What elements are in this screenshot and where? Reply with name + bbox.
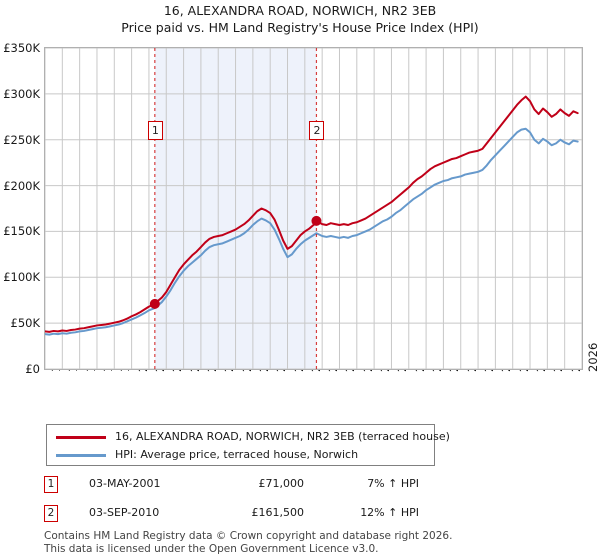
legend-swatch-hpi bbox=[56, 454, 106, 457]
y-axis-tick-label: £250K bbox=[3, 132, 40, 147]
footer-attribution: Contains HM Land Registry data © Crown c… bbox=[44, 530, 584, 555]
legend-label-property: 16, ALEXANDRA ROAD, NORWICH, NR2 3EB (te… bbox=[115, 430, 450, 443]
chart-annotation-2: 2 bbox=[309, 121, 325, 140]
plot-area bbox=[44, 47, 583, 370]
y-axis-tick-label: £50K bbox=[10, 316, 41, 331]
title-line-1: 16, ALEXANDRA ROAD, NORWICH, NR2 3EB bbox=[163, 3, 437, 18]
y-axis-tick-label: £150K bbox=[3, 224, 40, 239]
transaction-marker-2: 2 bbox=[44, 505, 58, 522]
legend-item-property: 16, ALEXANDRA ROAD, NORWICH, NR2 3EB (te… bbox=[47, 427, 450, 448]
y-axis-tick-label: £200K bbox=[3, 178, 40, 193]
title-line-2: Price paid vs. HM Land Registry's House … bbox=[121, 20, 479, 35]
y-axis-tick-label: £350K bbox=[3, 41, 40, 55]
legend-swatch-property bbox=[56, 436, 106, 439]
footer-line-1: Contains HM Land Registry data © Crown c… bbox=[44, 530, 453, 542]
legend-item-hpi: HPI: Average price, terraced house, Norw… bbox=[47, 445, 434, 466]
footer-line-2: This data is licensed under the Open Gov… bbox=[44, 542, 379, 555]
chart-annotation-1: 1 bbox=[147, 121, 163, 140]
transaction-marker-1: 1 bbox=[44, 476, 58, 493]
transaction-date-1: 03-MAY-2001 bbox=[89, 477, 161, 490]
y-axis-tick-label: £0 bbox=[25, 362, 40, 376]
y-axis-tick-label: £100K bbox=[3, 270, 40, 285]
page-title: 16, ALEXANDRA ROAD, NORWICH, NR2 3EB Pri… bbox=[0, 2, 600, 36]
y-axis-tick-label: £300K bbox=[3, 86, 40, 101]
transaction-price-1: £71,000 bbox=[258, 477, 305, 490]
chart-legend: 16, ALEXANDRA ROAD, NORWICH, NR2 3EB (te… bbox=[46, 424, 450, 466]
transaction-date-2: 03-SEP-2010 bbox=[89, 506, 160, 519]
transaction-row-2: 2 03-SEP-2010 £161,500 12% ↑ HPI bbox=[44, 505, 564, 527]
x-axis-tick-label: 2026 bbox=[586, 342, 600, 372]
transaction-hpi-delta-1: 7% ↑ HPI bbox=[367, 477, 419, 490]
legend-label-hpi: HPI: Average price, terraced house, Norw… bbox=[115, 448, 359, 461]
price-history-chart bbox=[45, 48, 582, 369]
transaction-price-2: £161,500 bbox=[251, 506, 305, 519]
transaction-row-1: 1 03-MAY-2001 £71,000 7% ↑ HPI bbox=[44, 476, 564, 498]
transaction-hpi-delta-2: 12% ↑ HPI bbox=[360, 506, 419, 519]
